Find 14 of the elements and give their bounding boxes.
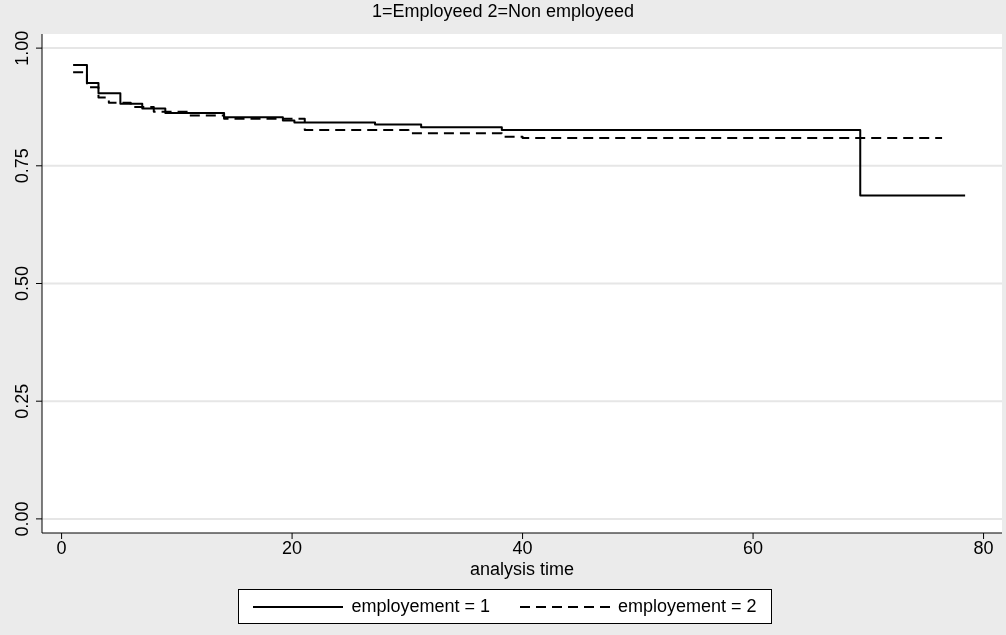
y-tick-label: 0.00 xyxy=(12,501,32,537)
x-tick-label: 40 xyxy=(512,537,533,558)
x-tick-label: 60 xyxy=(743,537,764,558)
x-tick-label: 20 xyxy=(282,537,303,558)
y-tick-label: 1.00 xyxy=(12,30,32,66)
chart-title: 1=Employeed 2=Non employeed xyxy=(370,0,636,22)
text: employement = 1 xyxy=(351,596,490,617)
y-tick-label: 0.25 xyxy=(12,383,32,419)
x-axis-title: analysis time xyxy=(469,559,575,579)
y-tick-label: 0.75 xyxy=(12,148,32,184)
x-tick-label: 80 xyxy=(973,537,994,558)
x-tick-label: 0 xyxy=(56,537,67,558)
legend-label: employement = 2 xyxy=(618,596,757,617)
y-tick-label: 0.50 xyxy=(12,265,32,302)
